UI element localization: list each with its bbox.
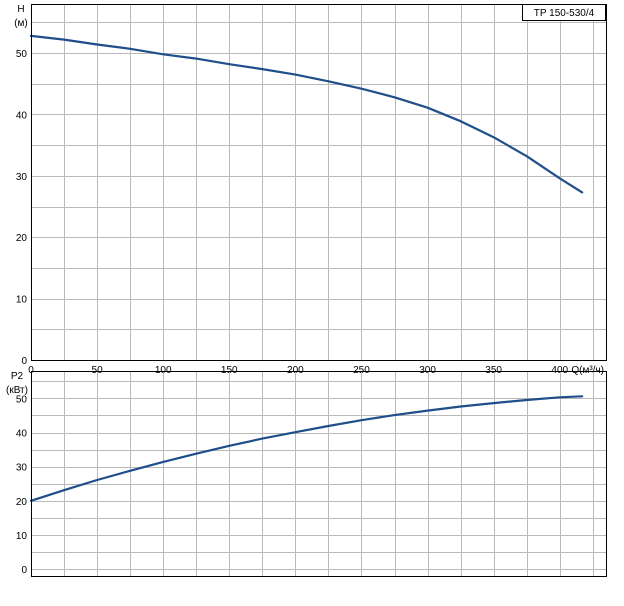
power-curve-panel: 0 10 20 30 40 50 P2 (кВт) [6, 371, 607, 577]
power-axis-unit: (кВт) [6, 385, 28, 396]
x-tick-label: 100 [155, 365, 172, 376]
model-label-box [522, 4, 606, 21]
x-tick-label: 350 [485, 365, 502, 376]
y-tick-label: 10 [16, 295, 28, 306]
y-tick-label: 40 [16, 110, 28, 121]
y-tick-label: 50 [16, 394, 28, 405]
head-axis-unit: (м) [14, 18, 28, 29]
power-grid [31, 371, 606, 576]
head-y-tick-labels: 0 10 20 30 40 50 [16, 49, 28, 367]
head-curve-panel: 0 10 20 30 40 50 0 50 100 150 200 250 300 350 400 H (… [14, 4, 607, 376]
head-plot-frame [31, 4, 607, 361]
model-label: TP 150-530/4 [534, 8, 595, 19]
x-tick-label: 150 [221, 365, 238, 376]
y-tick-label: 30 [16, 463, 28, 474]
y-tick-label: 0 [21, 565, 27, 576]
head-axis-symbol: H [17, 4, 24, 15]
power-curve-line [29, 395, 584, 502]
x-tick-label: 200 [287, 365, 304, 376]
y-tick-label: 0 [21, 356, 27, 367]
x-tick-label: 0 [28, 365, 34, 376]
y-tick-label: 30 [16, 172, 28, 183]
y-tick-label: 20 [16, 233, 28, 244]
x-tick-label: 300 [419, 365, 436, 376]
y-tick-label: 40 [16, 429, 28, 440]
power-y-tick-labels: 0 10 20 30 40 50 [16, 394, 28, 576]
power-axis-symbol: P2 [11, 371, 24, 382]
head-curve-line [29, 34, 584, 194]
y-tick-label: 20 [16, 497, 28, 508]
flow-axis-label: Q(м³/ч) [571, 365, 604, 376]
y-tick-label: 10 [16, 531, 28, 542]
flow-x-tick-labels: 0 50 100 150 200 250 300 350 400 [28, 365, 568, 376]
y-tick-label: 50 [16, 49, 28, 60]
power-plot-frame [31, 371, 607, 577]
x-tick-label: 50 [92, 365, 104, 376]
x-tick-label: 400 [551, 365, 568, 376]
head-grid [31, 4, 606, 360]
x-tick-label: 250 [353, 365, 370, 376]
